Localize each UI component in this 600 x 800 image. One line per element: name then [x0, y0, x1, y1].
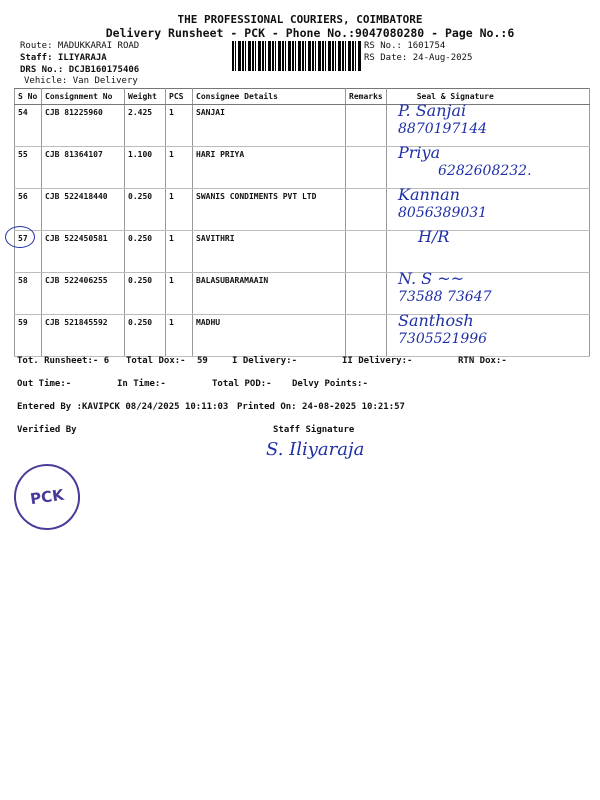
rtn-dox: RTN Dox:-	[458, 356, 507, 366]
cell-cno: CJB 522406255	[41, 272, 125, 315]
cell-weight: 0.250	[124, 272, 166, 315]
handwritten-signature: H/R	[418, 227, 450, 246]
cell-remarks	[345, 146, 387, 189]
vehicle: Vehicle: Van Delivery	[24, 76, 138, 86]
cell-sno: 58	[14, 272, 42, 315]
delvy-points: Delvy Points:-	[292, 379, 368, 389]
handwritten-phone: 8056389031	[398, 205, 488, 221]
cell-pcs: 1	[165, 272, 193, 315]
handwritten-phone: 8870197144	[398, 121, 488, 137]
cell-cno: CJB 521845592	[41, 314, 125, 357]
cell-weight: 0.250	[124, 314, 166, 357]
col-remarks: Remarks	[345, 88, 387, 105]
cell-signature	[385, 272, 591, 315]
cell-cno: CJB 522450581	[41, 230, 125, 273]
col-sno: S No	[14, 88, 42, 105]
cell-consignee: SAVITHRI	[192, 230, 346, 273]
cell-consignee: SANJAI	[192, 104, 346, 147]
table-row: 59 CJB 521845592 0.250 1 MADHU	[14, 314, 591, 357]
cell-sno: 56	[14, 188, 42, 231]
table-row: 58 CJB 522406255 0.250 1 BALASUBARAMAAIN	[14, 272, 591, 315]
total-dox-label: Total Dox:-	[126, 356, 186, 366]
rs-no: RS No.: 1601754	[364, 41, 446, 51]
cell-weight: 2.425	[124, 104, 166, 147]
cell-signature	[385, 188, 591, 231]
printed-on: Printed On: 24-08-2025 10:21:57	[237, 402, 405, 412]
cell-pcs: 1	[165, 230, 193, 273]
cell-cno: CJB 81225960	[41, 104, 125, 147]
ii-delivery: II Delivery:-	[342, 356, 413, 366]
cell-pcs: 1	[165, 314, 193, 357]
cell-pcs: 1	[165, 188, 193, 231]
cell-weight: 1.100	[124, 146, 166, 189]
cell-cno: CJB 81364107	[41, 146, 125, 189]
cell-cno: CJB 522418440	[41, 188, 125, 231]
drs-no: DRS No.: DCJB160175406	[20, 65, 140, 75]
col-weight: Weight	[124, 88, 166, 105]
cell-consignee: BALASUBARAMAAIN	[192, 272, 346, 315]
cell-consignee: SWANIS CONDIMENTS PVT LTD	[192, 188, 346, 231]
i-delivery: I Delivery:-	[232, 356, 298, 366]
handwritten-signature: N. S ~~	[398, 269, 465, 288]
consignment-table: S No Consignment No Weight PCS Consignee…	[14, 88, 591, 357]
cell-signature	[385, 314, 591, 357]
cell-signature	[385, 230, 591, 273]
col-consignment: Consignment No	[41, 88, 125, 105]
table-row: 55 CJB 81364107 1.100 1 HARI PRIYA	[14, 146, 591, 189]
table-header: S No Consignment No Weight PCS Consignee…	[14, 88, 591, 105]
cell-signature	[385, 104, 591, 147]
tot-runsheet: Tot. Runsheet:- 6	[17, 356, 110, 366]
pck-stamp: PCK	[9, 459, 85, 535]
cell-remarks	[345, 188, 387, 231]
table-row: 57 CJB 522450581 0.250 1 SAVITHRI	[14, 230, 591, 273]
col-consignee: Consignee Details	[192, 88, 346, 105]
cell-pcs: 1	[165, 146, 193, 189]
handwritten-signature: P. Sanjai	[398, 101, 467, 120]
runsheet-subtitle: Delivery Runsheet - PCK - Phone No.:9047…	[105, 26, 515, 40]
cell-consignee: HARI PRIYA	[192, 146, 346, 189]
cell-remarks	[345, 230, 387, 273]
circled-row-57-mark	[5, 226, 35, 248]
handwritten-phone: 73588 73647	[398, 289, 492, 305]
table-row: 54 CJB 81225960 2.425 1 SANJAI	[14, 104, 591, 147]
in-time: In Time:-	[117, 379, 166, 389]
total-pod: Total POD:-	[212, 379, 272, 389]
cell-sno: 55	[14, 146, 42, 189]
staff-signature: S. Iliyaraja	[266, 439, 365, 460]
cell-remarks	[345, 272, 387, 315]
out-time: Out Time:-	[17, 379, 72, 389]
handwritten-signature: Priya	[398, 143, 441, 162]
staff-signature-label: Staff Signature	[273, 425, 355, 435]
route: Route: MADUKKARAI ROAD	[20, 41, 140, 51]
cell-signature	[385, 146, 591, 189]
company-title: THE PROFESSIONAL COURIERS, COIMBATORE	[177, 13, 423, 26]
stamp-text: PCK	[29, 485, 65, 509]
cell-sno: 59	[14, 314, 42, 357]
cell-weight: 0.250	[124, 230, 166, 273]
table-row: 56 CJB 522418440 0.250 1 SWANIS CONDIMENTS P…	[14, 188, 591, 231]
cell-remarks	[345, 314, 387, 357]
cell-sno: 54	[14, 104, 42, 147]
cell-weight: 0.250	[124, 188, 166, 231]
entered-by: Entered By :KAVIPCK 08/24/2025 10:11:03	[17, 402, 229, 412]
handwritten-phone: 7305521996	[398, 331, 488, 347]
total-dox-value: 59	[197, 356, 208, 366]
col-signature: Seal & Signature	[385, 88, 591, 105]
cell-pcs: 1	[165, 104, 193, 147]
cell-consignee: MADHU	[192, 314, 346, 357]
barcode	[232, 41, 362, 71]
col-pcs: PCS	[165, 88, 193, 105]
handwritten-signature: Kannan	[398, 185, 460, 204]
handwritten-phone: 6282608232.	[438, 163, 532, 179]
handwritten-signature: Santhosh	[398, 311, 474, 330]
staff: Staff: ILIYARAJA	[20, 53, 107, 63]
verified-by: Verified By	[17, 425, 77, 435]
cell-remarks	[345, 104, 387, 147]
rs-date: RS Date: 24-Aug-2025	[364, 53, 473, 63]
